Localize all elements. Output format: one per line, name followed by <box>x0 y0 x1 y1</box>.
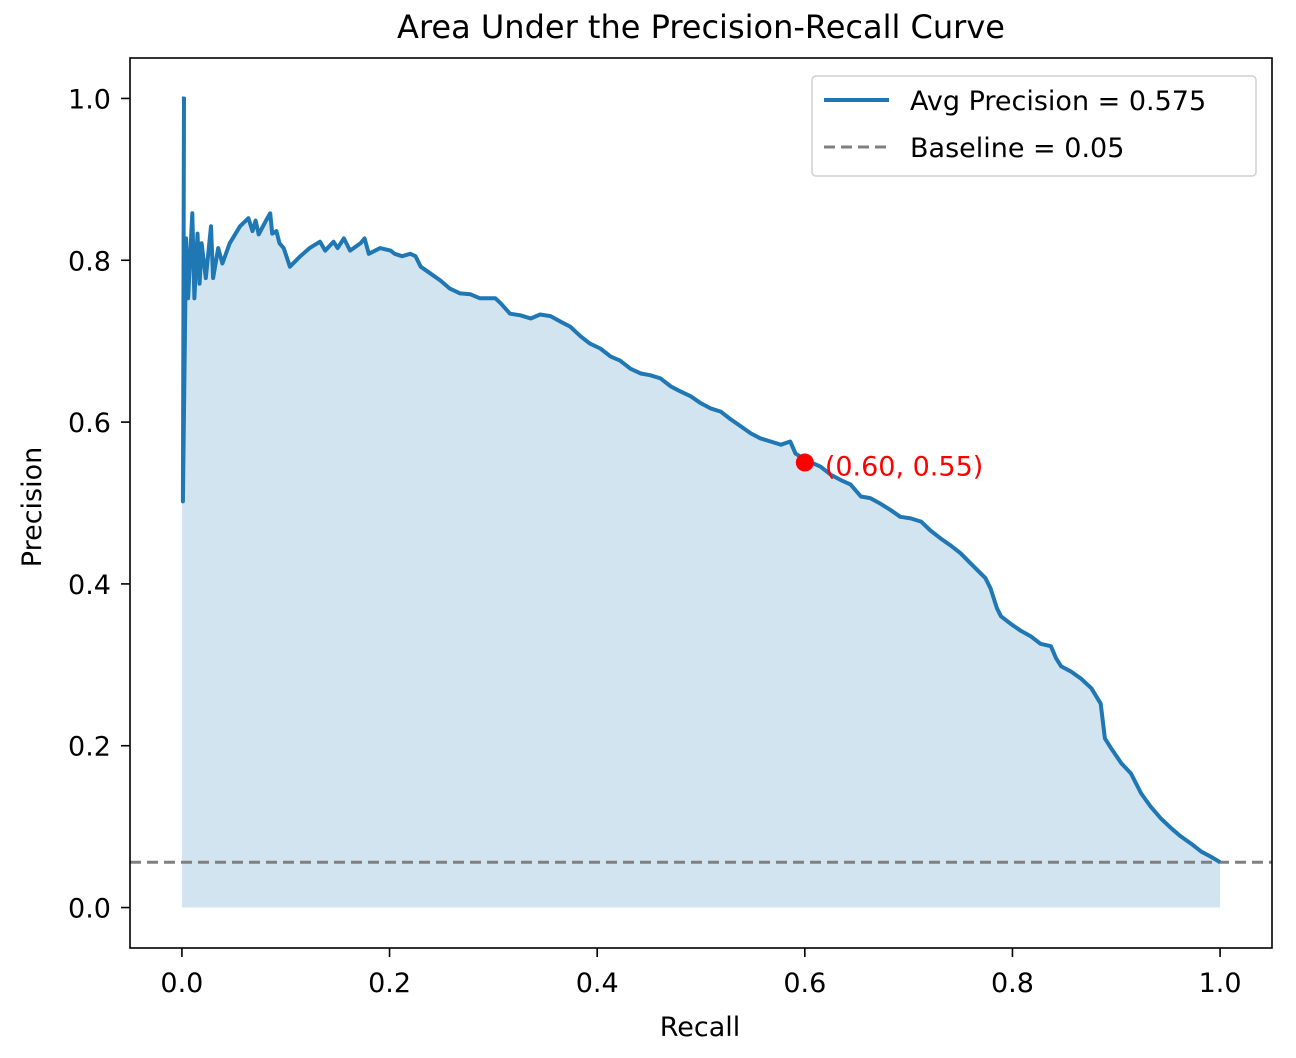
plot-area: (0.60, 0.55) <box>130 96 1272 908</box>
pr-curve-line <box>180 96 1222 864</box>
x-tick-label: 0.4 <box>576 968 619 999</box>
y-tick-label: 0.2 <box>68 732 111 763</box>
chart-title: Area Under the Precision-Recall Curve <box>397 8 1005 46</box>
y-tick-label: 0.8 <box>68 246 111 277</box>
x-tick-label: 0.2 <box>368 968 411 999</box>
annotation-point <box>795 453 814 472</box>
legend-label-avg-precision: Avg Precision = 0.575 <box>910 86 1206 117</box>
legend: Avg Precision = 0.575 Baseline = 0.05 <box>811 75 1257 177</box>
x-tick-label: 0.6 <box>783 968 826 999</box>
y-axis-label: Precision <box>17 447 48 567</box>
axes-frame <box>129 57 1273 949</box>
y-tick-label: 0.4 <box>68 570 111 601</box>
y-tick-label: 0.6 <box>68 408 111 439</box>
x-axis-label: Recall <box>660 1012 741 1043</box>
pr-curve-area <box>181 98 1221 908</box>
x-tick-label: 0.8 <box>991 968 1034 999</box>
y-tick-label: 1.0 <box>68 84 111 115</box>
legend-label-baseline: Baseline = 0.05 <box>910 133 1124 164</box>
y-axis: 0.0 0.2 0.4 0.6 0.8 1.0 <box>68 84 130 925</box>
legend-box <box>811 75 1257 177</box>
y-tick-label: 0.0 <box>68 894 111 925</box>
x-axis: 0.0 0.2 0.4 0.6 0.8 1.0 <box>160 948 1242 999</box>
x-tick-label: 0.0 <box>160 968 203 999</box>
x-tick-label: 1.0 <box>1199 968 1242 999</box>
annotation-label: (0.60, 0.55) <box>825 452 983 483</box>
